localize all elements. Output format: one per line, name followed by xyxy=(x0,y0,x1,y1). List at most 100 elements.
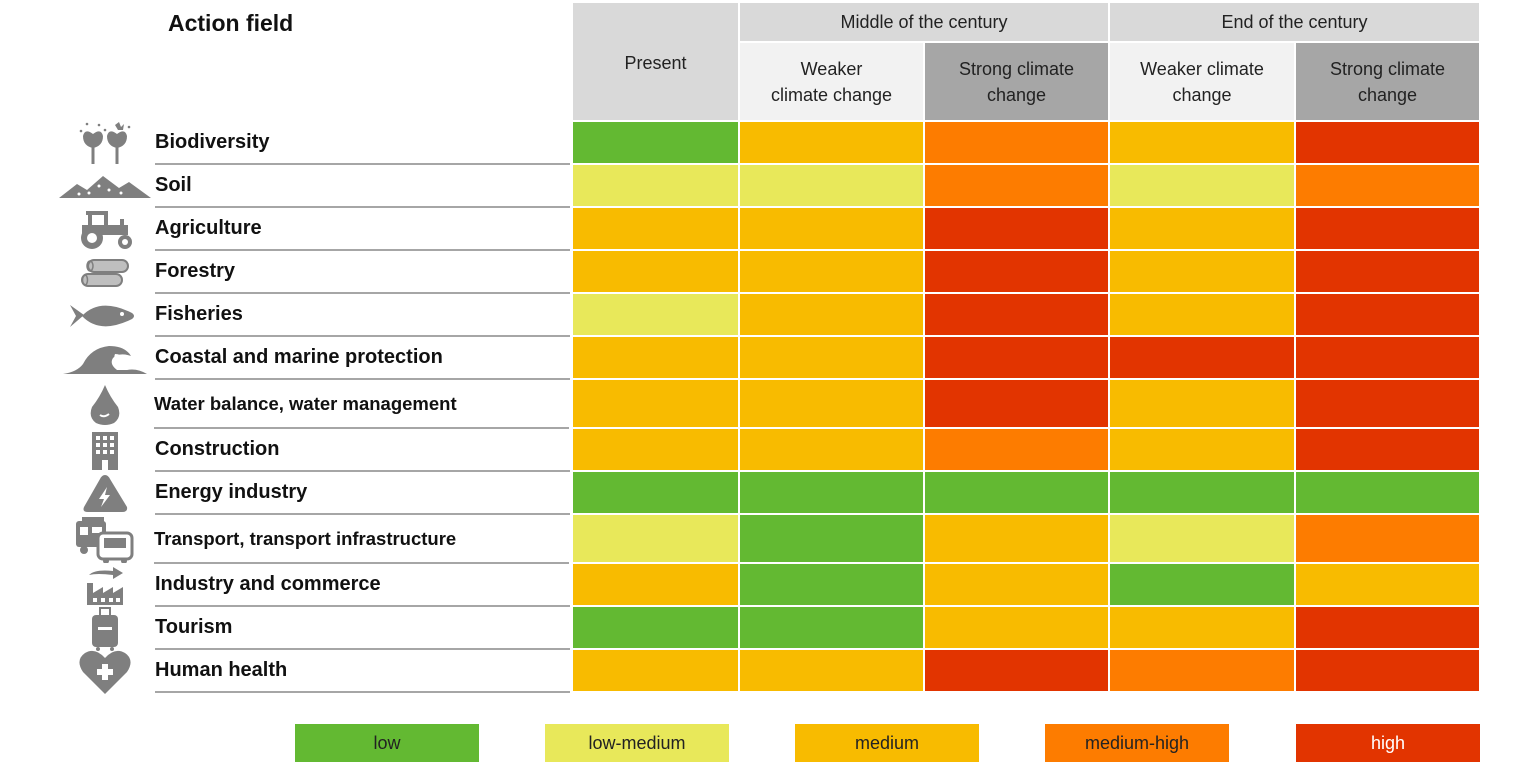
energy-icon xyxy=(55,472,155,515)
matrix-cell xyxy=(1110,607,1294,648)
row-label: Industry and commerce xyxy=(155,564,570,607)
matrix-cell xyxy=(740,607,923,648)
header-end-strong-label: Strong climate change xyxy=(1329,58,1446,105)
matrix-cell xyxy=(925,165,1108,206)
matrix-cell xyxy=(1296,251,1479,292)
matrix-cell xyxy=(1296,429,1479,470)
matrix-cell xyxy=(573,564,738,605)
matrix-cell xyxy=(1296,165,1479,206)
matrix-cell xyxy=(740,564,923,605)
header-present-label: Present xyxy=(624,53,687,73)
matrix-cell xyxy=(740,122,923,163)
matrix-cell xyxy=(573,429,738,470)
matrix-cell xyxy=(1296,208,1479,249)
matrix-cell xyxy=(1296,515,1479,562)
matrix-cell xyxy=(1296,564,1479,605)
matrix-cell xyxy=(740,337,923,378)
matrix-cell xyxy=(1110,251,1294,292)
legend-item-medium-high: medium-high xyxy=(1045,724,1229,762)
legend-item-medium: medium xyxy=(795,724,979,762)
matrix-cell xyxy=(1110,472,1294,513)
soil-icon xyxy=(55,165,155,208)
matrix-cell xyxy=(925,429,1108,470)
matrix-cell xyxy=(1110,337,1294,378)
matrix-cell xyxy=(740,380,923,427)
matrix-cell xyxy=(1110,294,1294,335)
header-middle-century: Middle of the century xyxy=(740,3,1108,41)
matrix-cell xyxy=(925,337,1108,378)
matrix-cell xyxy=(573,380,738,427)
header-end-label: End of the century xyxy=(1221,12,1368,32)
water-drop-icon xyxy=(55,380,155,429)
biodiversity-icon xyxy=(55,121,155,165)
legend-item-low-medium: low-medium xyxy=(545,724,729,762)
matrix-cell xyxy=(1110,165,1294,206)
tractor-icon xyxy=(55,208,155,251)
matrix-cell xyxy=(1110,564,1294,605)
building-icon xyxy=(55,429,155,472)
matrix-cell xyxy=(925,515,1108,562)
matrix-cell xyxy=(573,208,738,249)
matrix-cell xyxy=(925,472,1108,513)
matrix-cell xyxy=(573,122,738,163)
factory-icon xyxy=(55,564,155,607)
heart-cross-icon xyxy=(55,650,155,694)
matrix-cell xyxy=(573,251,738,292)
matrix-cell xyxy=(925,607,1108,648)
header-middle-label: Middle of the century xyxy=(840,12,1008,32)
matrix-cell xyxy=(573,472,738,513)
row-label: Fisheries xyxy=(155,294,570,337)
legend-item-high: high xyxy=(1296,724,1480,762)
row-label: Soil xyxy=(155,165,570,208)
logs-icon xyxy=(55,251,155,294)
matrix-cell xyxy=(573,650,738,691)
matrix-cell xyxy=(1296,380,1479,427)
matrix-cell xyxy=(925,564,1108,605)
matrix-cell xyxy=(573,515,738,562)
matrix-cell xyxy=(573,607,738,648)
matrix-cell xyxy=(1296,122,1479,163)
matrix-cell xyxy=(573,294,738,335)
row-label: Agriculture xyxy=(155,208,570,251)
matrix-cell xyxy=(1110,515,1294,562)
matrix-cell xyxy=(1110,650,1294,691)
matrix-cell xyxy=(925,122,1108,163)
row-label: Forestry xyxy=(155,251,570,294)
matrix-cell xyxy=(573,337,738,378)
matrix-cell xyxy=(1110,208,1294,249)
matrix-cell xyxy=(740,294,923,335)
header-middle-weaker-label: Weaker climate change xyxy=(770,58,893,105)
matrix-cell xyxy=(925,208,1108,249)
header-middle-strong-label: Strong climate change xyxy=(958,58,1075,105)
matrix-cell xyxy=(740,650,923,691)
transport-icon xyxy=(55,515,155,564)
row-label: Coastal and marine protection xyxy=(155,337,570,380)
matrix-cell xyxy=(925,380,1108,427)
header-middle-strong: Strong climate change xyxy=(925,43,1108,120)
matrix-cell xyxy=(925,251,1108,292)
matrix-cell xyxy=(1110,429,1294,470)
header-middle-weaker: Weaker climate change xyxy=(740,43,923,120)
matrix-cell xyxy=(925,294,1108,335)
matrix-cell xyxy=(1296,294,1479,335)
matrix-cell xyxy=(925,650,1108,691)
matrix-cell xyxy=(1110,122,1294,163)
row-label: Tourism xyxy=(155,607,570,650)
page-title: Action field xyxy=(168,10,294,36)
matrix-cell xyxy=(573,165,738,206)
header-present: Present xyxy=(573,3,738,120)
row-label: Biodiversity xyxy=(155,122,570,165)
row-label: Transport, transport infrastructure xyxy=(154,515,569,564)
row-label: Energy industry xyxy=(155,472,570,515)
matrix-cell xyxy=(1296,607,1479,648)
matrix-cell xyxy=(740,165,923,206)
suitcase-icon xyxy=(55,606,155,651)
row-label: Water balance, water management xyxy=(154,380,569,429)
row-label: Human health xyxy=(155,650,570,693)
matrix-cell xyxy=(1296,472,1479,513)
matrix-cell xyxy=(1296,650,1479,691)
matrix-cell xyxy=(740,208,923,249)
header-end-weaker: Weaker climate change xyxy=(1110,43,1294,120)
fish-icon xyxy=(55,294,155,337)
wave-icon xyxy=(55,337,155,380)
